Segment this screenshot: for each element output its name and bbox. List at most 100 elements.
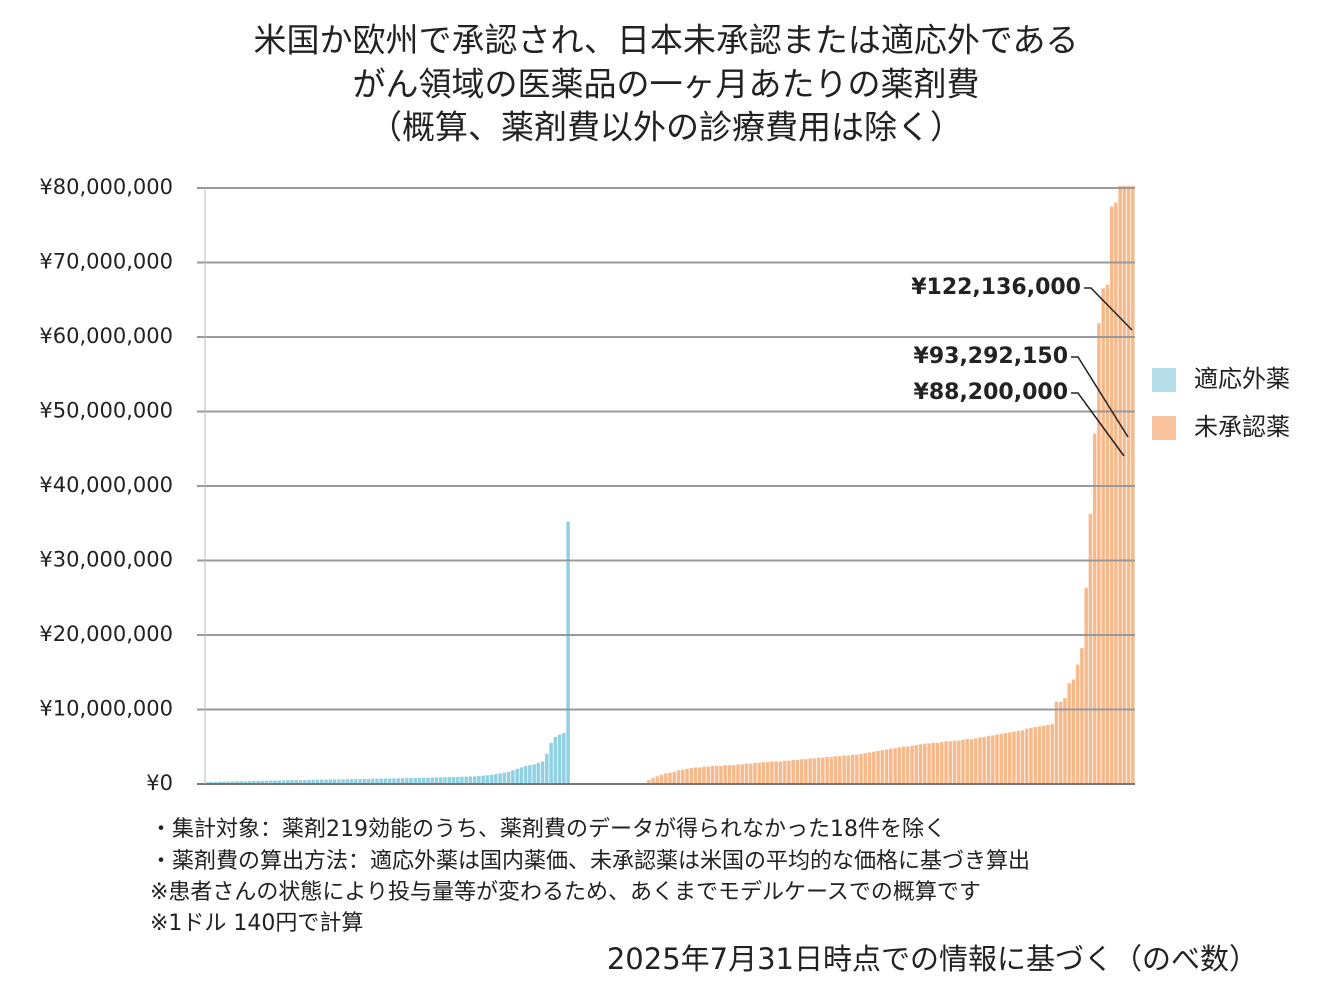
source: 2025年7月31日時点での情報に基づく（のべ数） xyxy=(607,942,1258,976)
leader-line xyxy=(1071,392,1125,457)
leader-line xyxy=(1084,287,1133,331)
bar xyxy=(770,761,774,785)
bar xyxy=(689,768,694,785)
bar xyxy=(481,775,485,785)
bar xyxy=(850,754,855,785)
bar xyxy=(1063,698,1067,785)
y-tick-label: ¥40,000,000 xyxy=(39,473,173,497)
bar xyxy=(931,742,936,785)
bar xyxy=(872,751,876,785)
bar xyxy=(982,736,987,785)
bar xyxy=(1054,701,1059,785)
bar xyxy=(940,742,944,785)
bar xyxy=(812,758,817,785)
y-tick-label: ¥80,000,000 xyxy=(39,175,173,199)
chart-title: 米国か欧州で承認され、日本未承認または適応外である xyxy=(254,21,1079,60)
legend-swatch xyxy=(1152,416,1176,440)
bar xyxy=(935,742,940,785)
bar xyxy=(901,746,906,785)
bar xyxy=(999,733,1004,785)
bar xyxy=(956,740,961,785)
bar xyxy=(1012,731,1016,785)
bar xyxy=(906,746,910,785)
bar xyxy=(914,745,919,785)
bar xyxy=(536,762,541,785)
bar xyxy=(884,749,889,785)
bar xyxy=(910,745,914,785)
value-label: ¥122,136,000 xyxy=(911,275,1081,300)
bar xyxy=(1007,732,1012,785)
bar xyxy=(468,776,473,785)
bar xyxy=(714,765,719,785)
bar xyxy=(774,761,778,785)
bar xyxy=(740,764,744,785)
note: ※1ドル 140円で計算 xyxy=(150,911,363,936)
bar xyxy=(744,763,749,785)
bar xyxy=(528,765,532,785)
bar xyxy=(986,736,991,785)
bar xyxy=(876,750,880,785)
bar xyxy=(893,747,897,785)
bar xyxy=(736,764,740,785)
bar xyxy=(464,776,468,785)
bar xyxy=(855,754,859,785)
bar xyxy=(1067,683,1071,785)
bar xyxy=(1058,701,1063,785)
y-tick-label: ¥20,000,000 xyxy=(39,622,173,646)
bar xyxy=(961,739,965,785)
bar xyxy=(838,756,842,785)
bar xyxy=(995,734,999,785)
bar xyxy=(761,762,766,785)
bar xyxy=(562,733,566,785)
legend-label: 未承認薬 xyxy=(1194,413,1290,441)
bar xyxy=(723,765,727,785)
leader-line xyxy=(1071,356,1129,438)
bar xyxy=(676,770,681,785)
bar xyxy=(816,757,821,785)
bar xyxy=(782,760,787,785)
bar xyxy=(1114,202,1118,785)
bar xyxy=(965,739,970,785)
legend-swatch xyxy=(1152,368,1176,392)
chart-title: がん領域の医薬品の一ヶ月あたりの薬剤費 xyxy=(353,65,980,104)
bar xyxy=(1020,730,1025,785)
bar xyxy=(655,776,660,785)
bar xyxy=(753,762,757,785)
bar xyxy=(923,743,927,785)
note: ・集計対象：薬剤219効能のうち、薬剤費のデータが得られなかった18件を除く xyxy=(150,817,946,842)
bar xyxy=(545,753,549,785)
bar xyxy=(1050,724,1054,785)
bar xyxy=(880,750,885,785)
bar xyxy=(685,768,689,785)
chart-title: （概算、薬剤費以外の診療費用は除く） xyxy=(369,108,963,147)
bar xyxy=(477,775,481,785)
bar xyxy=(523,765,528,785)
bar xyxy=(455,776,460,785)
note: ・薬剤費の算出方法：適応外薬は国内薬価、未承認薬は米国の平均的な価格に基づき算出 xyxy=(150,849,1030,874)
bar xyxy=(731,765,736,785)
bar xyxy=(668,772,672,785)
bar xyxy=(867,752,872,785)
bar xyxy=(990,735,995,785)
bar xyxy=(1029,727,1033,785)
bar xyxy=(808,758,812,785)
bar xyxy=(489,774,494,785)
bar xyxy=(680,769,685,785)
bar xyxy=(804,759,808,785)
bar xyxy=(702,766,706,785)
bar xyxy=(927,743,931,785)
bar xyxy=(948,741,953,785)
bar xyxy=(969,739,974,785)
y-tick-label: ¥70,000,000 xyxy=(39,250,173,274)
bar xyxy=(1033,727,1037,785)
y-tick-label: ¥30,000,000 xyxy=(39,548,173,572)
bar xyxy=(1003,733,1008,785)
bar xyxy=(557,734,562,785)
bar xyxy=(863,753,868,785)
bar xyxy=(973,738,978,785)
legend-label: 適応外薬 xyxy=(1194,365,1290,393)
bar xyxy=(706,766,710,785)
value-label: ¥93,292,150 xyxy=(914,344,1068,369)
bar xyxy=(663,773,668,785)
